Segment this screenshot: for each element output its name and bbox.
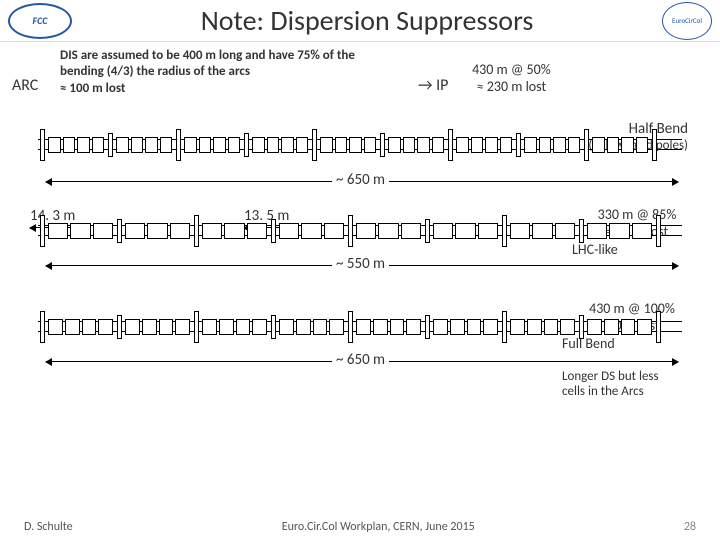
fcc-logo-text: FCC (33, 14, 48, 27)
dis-assumption-text: DIS are assumed to be 400 m long and hav… (60, 48, 410, 97)
section-lhc-like: 14. 3 m 13. 5 m 330 m @ 85% ≈ 50 m lost … (12, 211, 708, 297)
lattice-full-bend (30, 307, 690, 349)
section-full-bend: 430 m @ 100% ≈ 0 m lost Full Bend Longer… (12, 307, 708, 403)
dis-line2: bending (4/3) the radius of the arcs (60, 64, 410, 80)
header: FCC Note: Dispersion Suppressors EuroCir… (0, 0, 720, 42)
dim-label-1: ~ 650 m (332, 171, 389, 189)
dis-line3: ≈ 100 m lost (60, 81, 410, 97)
fcc-logo: FCC (8, 3, 72, 39)
footer: D. Schulte Euro.Cir.Col Workplan, CERN, … (0, 520, 720, 534)
dim-label-3: ~ 650 m (332, 351, 389, 369)
longer-l2: cells in the Arcs (562, 384, 702, 400)
dis-line1: DIS are assumed to be 400 m long and hav… (60, 48, 410, 64)
dim-label-2: ~ 550 m (332, 255, 389, 273)
content: ARC DIS are assumed to be 400 m long and… (0, 42, 720, 403)
footer-venue: Euro.Cir.Col Workplan, CERN, June 2015 (282, 520, 475, 534)
lattice-half-bend (30, 125, 690, 167)
slide-title: Note: Dispersion Suppressors (72, 3, 662, 38)
info-430-50-l2: ≈ 230 m lost (456, 79, 566, 96)
page-number: 28 (684, 520, 696, 534)
top-row: ARC DIS are assumed to be 400 m long and… (12, 48, 708, 97)
ip-label: → IP (418, 76, 448, 95)
arc-label: ARC (12, 76, 52, 95)
info-430-50: 430 m @ 50% ≈ 230 m lost (456, 62, 566, 96)
eurocircol-logo: EuroCirCol (662, 2, 712, 40)
footer-author: D. Schulte (24, 520, 73, 534)
lattice-lhc-like (30, 211, 690, 253)
info-430-50-l1: 430 m @ 50% (456, 62, 566, 79)
